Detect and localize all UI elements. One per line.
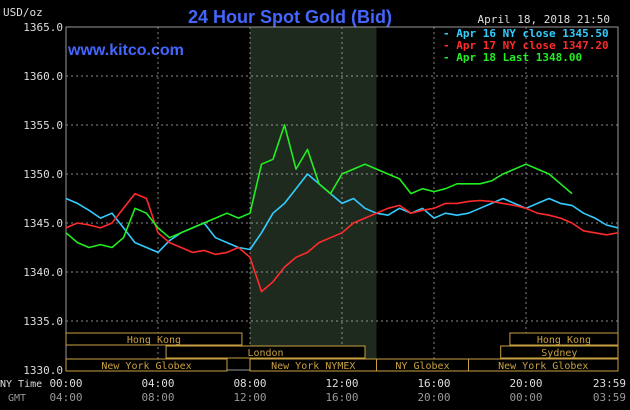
session-bar: Sydney bbox=[500, 345, 619, 359]
session-bar-label: New York NYMEX bbox=[271, 361, 355, 372]
y-unit-label: USD/oz bbox=[3, 6, 43, 19]
plot-area bbox=[65, 26, 619, 371]
y-tick-label: 1335.0 bbox=[23, 315, 63, 328]
session-bar-box bbox=[65, 332, 243, 346]
x-tick-label-gmt: 16:00 bbox=[325, 391, 358, 404]
axes: 1330.0 1335.0 1340.0 1345.0 1350.0 1355.0 1360… bbox=[23, 21, 626, 404]
x-tick-label-ny: 04:00 bbox=[141, 377, 174, 390]
y-tick-label: 1360.0 bbox=[23, 70, 63, 83]
session-bar-box bbox=[468, 358, 619, 372]
y-tick-label: 1340.0 bbox=[23, 266, 63, 279]
session-bar-box bbox=[65, 358, 228, 372]
y-tick-label: 1350.0 bbox=[23, 168, 63, 181]
x-tick-label-ny: 20:00 bbox=[509, 377, 542, 390]
session-bar-label: New York Globex bbox=[101, 361, 191, 372]
x-tick-label-gmt: 03:59 bbox=[593, 391, 626, 404]
session-bar-label: Sydney bbox=[541, 348, 577, 359]
session-bar-label: Hong Kong bbox=[537, 335, 591, 346]
x-tick-label-ny: 00:00 bbox=[49, 377, 82, 390]
session-bar-label: New York Globex bbox=[498, 361, 588, 372]
session-bar: Hong Kong bbox=[509, 332, 619, 346]
session-bar: Hong Kong bbox=[65, 332, 243, 346]
session-bar-box bbox=[500, 345, 619, 359]
x-tick-label-gmt: 20:00 bbox=[417, 391, 450, 404]
session-bars: Hong Kong Hong Kong London Sydney New York G… bbox=[65, 332, 619, 372]
x-tick-label-gmt: 12:00 bbox=[233, 391, 266, 404]
legend-entry: - Apr 17 NY close 1347.20 bbox=[443, 39, 609, 52]
x-tick-label-gmt: 00:00 bbox=[509, 391, 542, 404]
session-bar: New York Globex bbox=[468, 358, 619, 372]
x-tick-label-ny: 08:00 bbox=[233, 377, 266, 390]
session-bar-label: Hong Kong bbox=[127, 335, 181, 346]
legend-entry: - Apr 16 NY close 1345.50 bbox=[443, 27, 609, 40]
ny-time-axis-label: NY Time bbox=[0, 379, 42, 390]
x-tick-label-ny: 12:00 bbox=[325, 377, 358, 390]
series-line bbox=[65, 124, 573, 249]
session-bar-label: NY Globex bbox=[395, 361, 449, 372]
x-tick-label-ny: 23:59 bbox=[593, 377, 626, 390]
gmt-axis-label: GMT bbox=[8, 393, 26, 404]
session-highlight-band bbox=[250, 27, 377, 370]
y-tick-label: 1365.0 bbox=[23, 21, 63, 34]
legend-entry: - Apr 18 Last 1348.00 bbox=[443, 51, 582, 64]
session-bar: New York Globex bbox=[65, 358, 228, 372]
x-tick-label-gmt: 04:00 bbox=[49, 391, 82, 404]
y-tick-label: 1355.0 bbox=[23, 119, 63, 132]
x-tick-label-ny: 16:00 bbox=[417, 377, 450, 390]
session-bar: NY Globex bbox=[376, 358, 469, 372]
y-tick-label: 1330.0 bbox=[23, 364, 63, 377]
x-tick-label-gmt: 08:00 bbox=[141, 391, 174, 404]
chart-title: 24 Hour Spot Gold (Bid) bbox=[188, 7, 392, 27]
session-bar-label: London bbox=[247, 348, 283, 359]
y-tick-label: 1345.0 bbox=[23, 217, 63, 230]
series-line bbox=[65, 192, 619, 293]
legend: - Apr 16 NY close 1345.50- Apr 17 NY clo… bbox=[443, 27, 609, 64]
session-bar: London bbox=[165, 345, 366, 359]
watermark-url: www.kitco.com bbox=[67, 42, 184, 59]
datetime-label: April 18, 2018 21:50 bbox=[478, 13, 610, 26]
session-bar: New York NYMEX bbox=[249, 358, 377, 372]
session-bar-box bbox=[509, 332, 619, 346]
session-bar-box bbox=[165, 345, 366, 359]
